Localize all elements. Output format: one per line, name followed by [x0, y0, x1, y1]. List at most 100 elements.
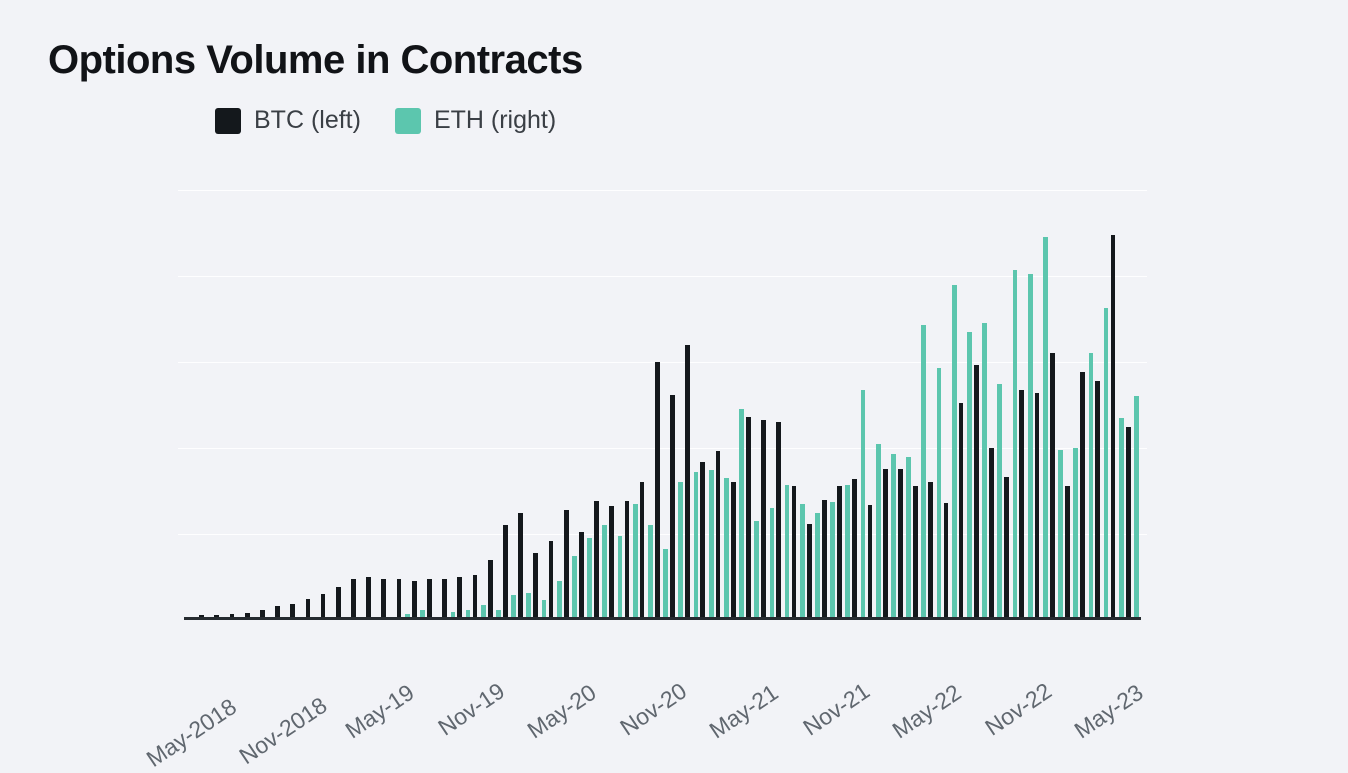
bar-btc[interactable] — [943, 503, 949, 620]
bar-btc[interactable] — [411, 581, 417, 620]
bar-btc[interactable] — [563, 509, 569, 620]
bar-btc[interactable] — [882, 468, 888, 620]
bar-group[interactable] — [806, 190, 820, 620]
bar-btc[interactable] — [761, 420, 767, 620]
bar-group[interactable] — [715, 190, 729, 620]
bar-group[interactable] — [487, 190, 501, 620]
bar-btc[interactable] — [290, 603, 296, 620]
bar-btc[interactable] — [609, 506, 615, 620]
bar-btc[interactable] — [1004, 477, 1010, 620]
bar-group[interactable] — [1034, 190, 1048, 620]
bar-btc[interactable] — [1095, 380, 1101, 620]
bar-btc[interactable] — [654, 362, 660, 620]
bar-group[interactable] — [639, 190, 653, 620]
bar-eth[interactable] — [632, 503, 638, 620]
bar-btc[interactable] — [897, 468, 903, 620]
bar-eth[interactable] — [450, 611, 456, 620]
bar-eth[interactable] — [784, 484, 790, 620]
bar-group[interactable] — [670, 190, 684, 620]
bar-eth[interactable] — [587, 538, 592, 620]
bar-btc[interactable] — [1049, 353, 1055, 620]
bar-group[interactable] — [1065, 190, 1079, 620]
bar-btc[interactable] — [594, 501, 599, 620]
bar-eth[interactable] — [830, 501, 836, 620]
bar-btc[interactable] — [229, 613, 235, 620]
bar-group[interactable] — [548, 190, 562, 620]
bar-group[interactable] — [943, 190, 957, 620]
bar-group[interactable] — [275, 190, 288, 620]
bar-btc[interactable] — [442, 578, 448, 620]
bar-eth[interactable] — [1134, 396, 1139, 620]
bar-btc[interactable] — [1080, 372, 1086, 620]
bar-btc[interactable] — [487, 559, 493, 620]
legend-item-btc[interactable]: BTC (left) — [215, 106, 361, 135]
bar-eth[interactable] — [556, 581, 562, 620]
bar-group[interactable] — [335, 190, 349, 620]
bar-eth[interactable] — [936, 368, 942, 620]
bar-group[interactable] — [989, 190, 1003, 620]
bar-group[interactable] — [214, 190, 227, 620]
bar-eth[interactable] — [1027, 273, 1033, 620]
bar-eth[interactable] — [496, 609, 501, 620]
bar-btc[interactable] — [639, 482, 645, 620]
bar-eth[interactable] — [1073, 448, 1079, 620]
bar-eth[interactable] — [815, 512, 820, 620]
bar-group[interactable] — [882, 190, 896, 620]
bar-group[interactable] — [259, 190, 273, 620]
bar-btc[interactable] — [1065, 485, 1070, 620]
bar-eth[interactable] — [1118, 417, 1124, 620]
bar-btc[interactable] — [624, 501, 630, 620]
bar-eth[interactable] — [480, 604, 486, 620]
bar-group[interactable] — [609, 190, 623, 620]
bar-eth[interactable] — [511, 595, 517, 620]
bar-btc[interactable] — [989, 448, 994, 620]
bar-group[interactable] — [457, 190, 471, 620]
bar-btc[interactable] — [578, 532, 584, 620]
bar-btc[interactable] — [746, 417, 751, 620]
bar-group[interactable] — [928, 190, 942, 620]
bar-group[interactable] — [594, 190, 608, 620]
bar-btc[interactable] — [503, 525, 508, 620]
bar-eth[interactable] — [1088, 353, 1094, 620]
bar-btc[interactable] — [275, 606, 280, 620]
bar-group[interactable] — [913, 190, 927, 620]
bar-btc[interactable] — [715, 451, 721, 620]
bar-group[interactable] — [472, 190, 486, 620]
bar-group[interactable] — [897, 190, 911, 620]
bar-btc[interactable] — [335, 587, 341, 620]
bar-eth[interactable] — [1012, 269, 1018, 620]
bar-eth[interactable] — [966, 331, 972, 620]
bar-btc[interactable] — [700, 461, 706, 620]
bar-group[interactable] — [958, 190, 972, 620]
bar-group[interactable] — [761, 190, 775, 620]
bar-group[interactable] — [229, 190, 243, 620]
bar-eth[interactable] — [602, 525, 608, 620]
bar-group[interactable] — [1019, 190, 1033, 620]
bar-eth[interactable] — [799, 503, 805, 620]
bar-eth[interactable] — [526, 592, 532, 620]
bar-btc[interactable] — [518, 513, 523, 620]
bar-eth[interactable] — [769, 508, 775, 620]
bar-btc[interactable] — [548, 540, 554, 620]
bar-eth[interactable] — [1103, 308, 1109, 620]
bar-eth[interactable] — [997, 383, 1003, 620]
bar-group[interactable] — [1004, 190, 1018, 620]
bar-btc[interactable] — [472, 575, 478, 620]
bar-group[interactable] — [290, 190, 303, 620]
bar-eth[interactable] — [739, 409, 744, 620]
bar-eth[interactable] — [754, 521, 760, 620]
bar-btc[interactable] — [928, 482, 934, 620]
bar-group[interactable] — [791, 190, 805, 620]
bar-btc[interactable] — [1034, 392, 1040, 620]
bar-eth[interactable] — [663, 549, 668, 620]
bar-group[interactable] — [518, 190, 532, 620]
bar-group[interactable] — [1110, 190, 1124, 620]
bar-eth[interactable] — [723, 478, 729, 620]
bar-eth[interactable] — [891, 454, 896, 620]
bar-eth[interactable] — [921, 325, 927, 620]
bar-btc[interactable] — [837, 485, 842, 620]
bar-group[interactable] — [199, 190, 212, 620]
bar-btc[interactable] — [396, 579, 402, 620]
bar-group[interactable] — [730, 190, 744, 620]
bar-btc[interactable] — [1110, 234, 1116, 620]
